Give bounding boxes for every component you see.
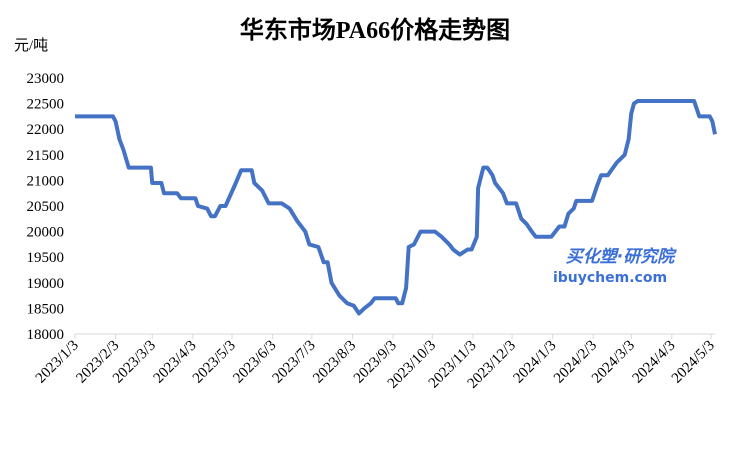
- y-tick-label: 18000: [27, 327, 65, 343]
- x-tick-label: 2023/8/3: [310, 338, 359, 387]
- x-tick-label: 2023/5/3: [190, 338, 239, 387]
- y-tick-label: 22500: [27, 97, 65, 113]
- x-tick-label: 2024/1/3: [511, 338, 560, 387]
- watermark: ibuychem.com: [553, 270, 667, 286]
- x-tick-label: 2024/5/3: [669, 338, 718, 387]
- y-tick-label: 18500: [27, 301, 65, 317]
- line: [75, 99, 717, 316]
- y-tick-label: 22000: [27, 122, 65, 138]
- x-tick-label: 2023/6/3: [230, 338, 279, 387]
- y-tick-label: 20000: [27, 225, 65, 241]
- y-tick-label: 20500: [27, 199, 65, 215]
- y-unit: 元/吨: [14, 37, 48, 54]
- y-tick-label: 21000: [27, 173, 65, 189]
- x-tick-label: 2023/1/3: [33, 338, 82, 387]
- watermark: 买化塑·研究院: [566, 247, 677, 267]
- x-tick-label: 2024/4/3: [630, 338, 679, 387]
- x-tick-label: 2024/3/3: [589, 338, 638, 387]
- x-tick-label: 2023/7/3: [270, 338, 319, 387]
- x-tick-label: 2023/4/3: [151, 338, 200, 387]
- chart-title: 华东市场PA66价格走势图: [240, 16, 510, 44]
- y-tick-label: 21500: [27, 148, 65, 164]
- y-tick-label: 23000: [27, 71, 65, 87]
- y-tick-label: 19500: [27, 250, 65, 266]
- y-tick-label: 19000: [27, 276, 65, 292]
